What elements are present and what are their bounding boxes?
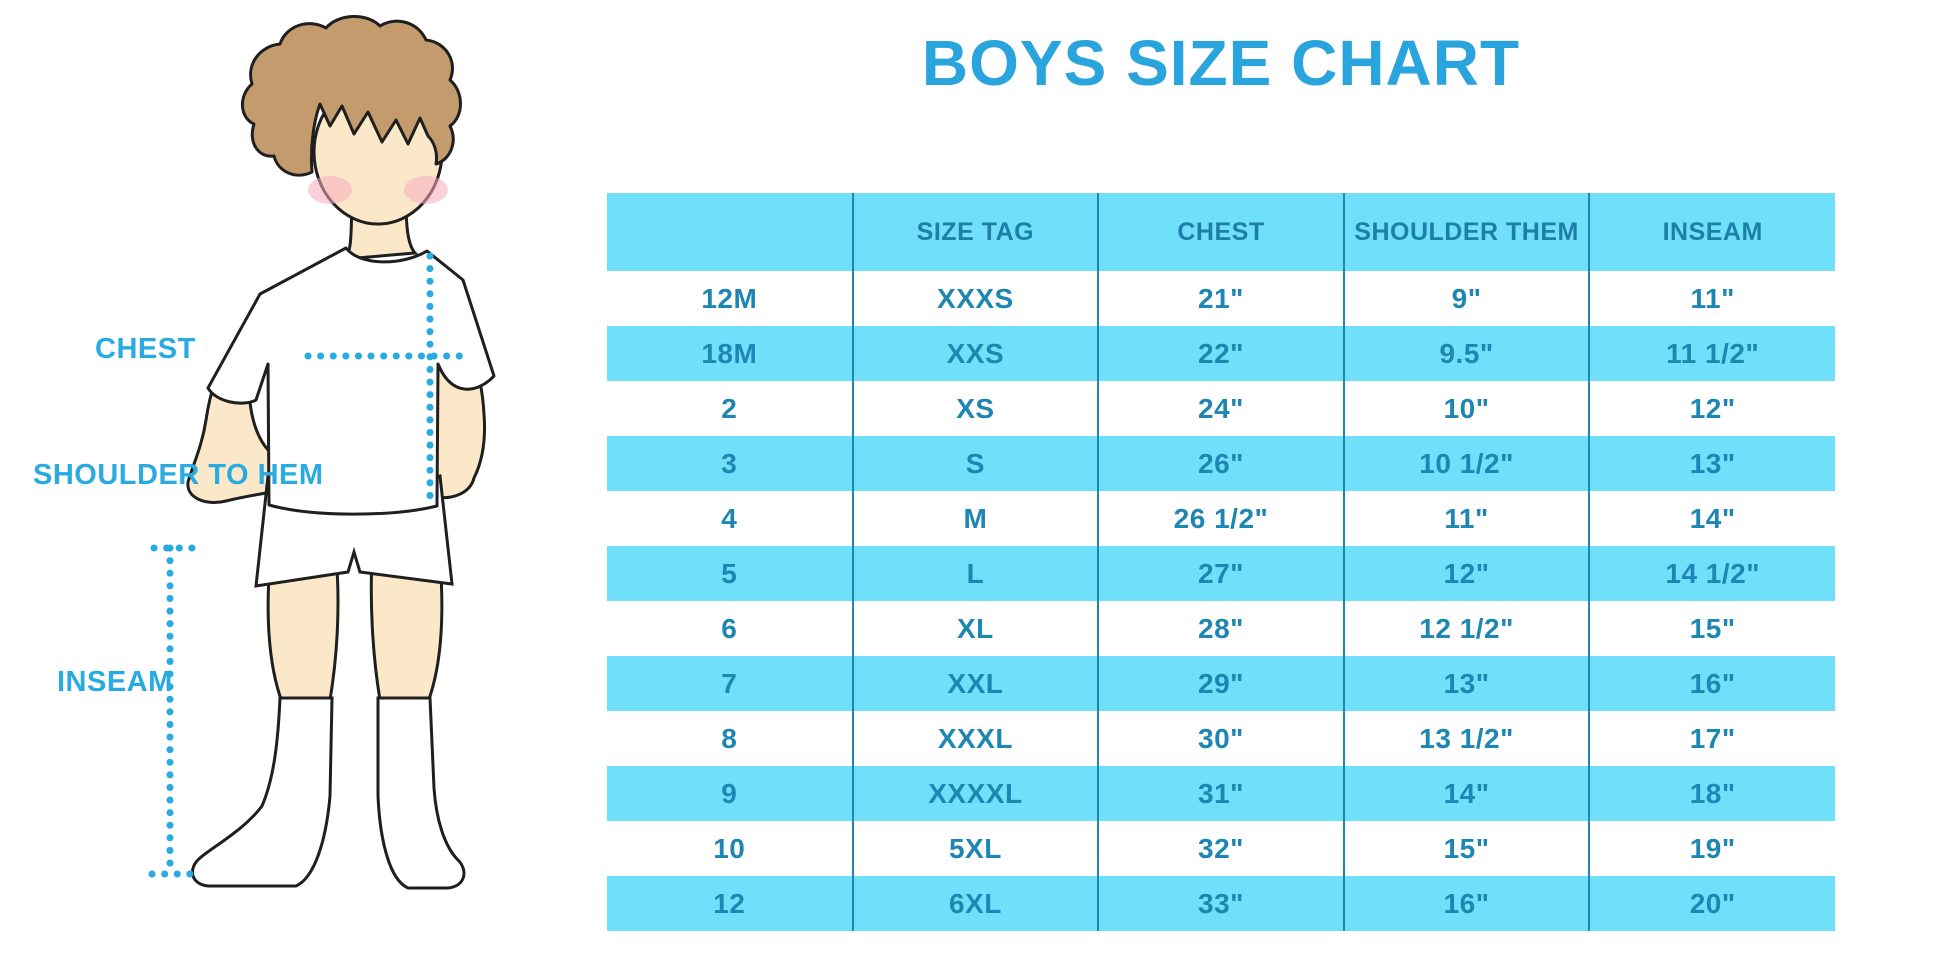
table-cell: L [852,546,1100,601]
table-row: 5 L 27" 12" 14 1/2" [607,546,1835,601]
table-cell: 20" [1589,876,1835,931]
header-cell-chest: CHEST [1098,193,1345,271]
boy-left-cheek-blush [308,176,352,204]
table-cell: 12 1/2" [1343,601,1591,656]
table-cell: 6 [607,601,854,656]
table-cell: 12" [1589,381,1835,436]
table-cell: 2 [607,381,854,436]
table-cell: 18M [607,326,854,381]
table-cell: XXXS [852,271,1100,326]
table-cell: 14" [1343,766,1591,821]
table-cell: 16" [1589,656,1835,711]
table-cell: 33" [1098,876,1345,931]
table-cell: 5 [607,546,854,601]
table-cell: 15" [1343,821,1591,876]
table-cell: 31" [1098,766,1345,821]
table-row: 12M XXXS 21" 9" 11" [607,271,1835,326]
table-cell: 27" [1098,546,1345,601]
boy-hair [241,14,462,177]
table-cell: 11" [1343,491,1591,546]
table-cell: M [852,491,1100,546]
table-cell: 24" [1098,381,1345,436]
boy-left-arm [186,327,274,504]
header-cell-size-tag: SIZE TAG [852,193,1100,271]
table-row: 2 XS 24" 10" 12" [607,381,1835,436]
table-cell: 10 1/2" [1343,436,1591,491]
table-cell: 9.5" [1343,326,1591,381]
table-cell: XXXXL [852,766,1100,821]
table-cell: 8 [607,711,854,766]
table-cell: XS [852,381,1100,436]
table-row: 9 XXXXL 31" 14" 18" [607,766,1835,821]
table-cell: XL [852,601,1100,656]
table-cell: 28" [1098,601,1345,656]
table-cell: 17" [1589,711,1835,766]
table-cell: 10" [1343,381,1591,436]
table-cell: 29" [1098,656,1345,711]
table-cell: 7 [607,656,854,711]
table-cell: 30" [1098,711,1345,766]
chest-label: CHEST [95,333,196,365]
table-cell: 13" [1343,656,1591,711]
page-title: BOYS SIZE CHART [921,27,1521,99]
table-cell: 3 [607,436,854,491]
table-cell: XXS [852,326,1100,381]
table-cell: 12 [607,876,854,931]
table-cell: 11" [1589,271,1835,326]
table-cell: 14" [1589,491,1835,546]
table-row: 8 XXXL 30" 13 1/2" 17" [607,711,1835,766]
table-cell: 26" [1098,436,1345,491]
table-cell: 9" [1343,271,1591,326]
boy-left-sock [191,696,334,888]
table-cell: 16" [1343,876,1591,931]
table-cell: 13 1/2" [1343,711,1591,766]
table-cell: 12" [1343,546,1591,601]
header-cell-size [607,193,854,271]
boy-right-sock [376,696,466,890]
size-table-header: SIZE TAG CHEST SHOULDER THEM INSEAM [607,193,1835,271]
shoulder-to-hem-label: SHOULDER TO HEM [33,459,324,491]
table-row: 18M XXS 22" 9.5" 11 1/2" [607,326,1835,381]
table-cell: 21" [1098,271,1345,326]
table-cell: 11 1/2" [1589,326,1835,381]
table-cell: 18" [1589,766,1835,821]
table-cell: 22" [1098,326,1345,381]
inseam-label: INSEAM [57,666,173,698]
table-cell: 14 1/2" [1589,546,1835,601]
boys-size-table: SIZE TAG CHEST SHOULDER THEM INSEAM 12M X… [607,193,1835,931]
table-cell: 15" [1589,601,1835,656]
table-cell: 12M [607,271,854,326]
size-table-body: 12M XXXS 21" 9" 11" 18M XXS 22" 9.5" 11 1/2" 2 XS 24… [607,271,1835,931]
table-cell: 9 [607,766,854,821]
table-cell: 13" [1589,436,1835,491]
table-cell: 6XL [852,876,1100,931]
table-cell: 26 1/2" [1098,491,1345,546]
table-row: 7 XXL 29" 13" 16" [607,656,1835,711]
table-row: 4 M 26 1/2" 11" 14" [607,491,1835,546]
table-cell: 19" [1589,821,1835,876]
boy-measurement-illustration [148,14,496,890]
header-cell-inseam: INSEAM [1589,193,1835,271]
table-cell: 10 [607,821,854,876]
table-cell: 5XL [852,821,1100,876]
table-row: 6 XL 28" 12 1/2" 15" [607,601,1835,656]
table-cell: S [852,436,1100,491]
header-row: SIZE TAG CHEST SHOULDER THEM INSEAM [607,193,1835,271]
table-cell: 4 [607,491,854,546]
table-row: 3 S 26" 10 1/2" 13" [607,436,1835,491]
table-row: 10 5XL 32" 15" 19" [607,821,1835,876]
boy-tshirt [206,246,496,516]
table-cell: XXXL [852,711,1100,766]
boy-right-cheek-blush [404,176,448,204]
table-row: 12 6XL 33" 16" 20" [607,876,1835,931]
header-cell-shoulder-them: SHOULDER THEM [1343,193,1591,271]
table-cell: 32" [1098,821,1345,876]
table-cell: XXL [852,656,1100,711]
